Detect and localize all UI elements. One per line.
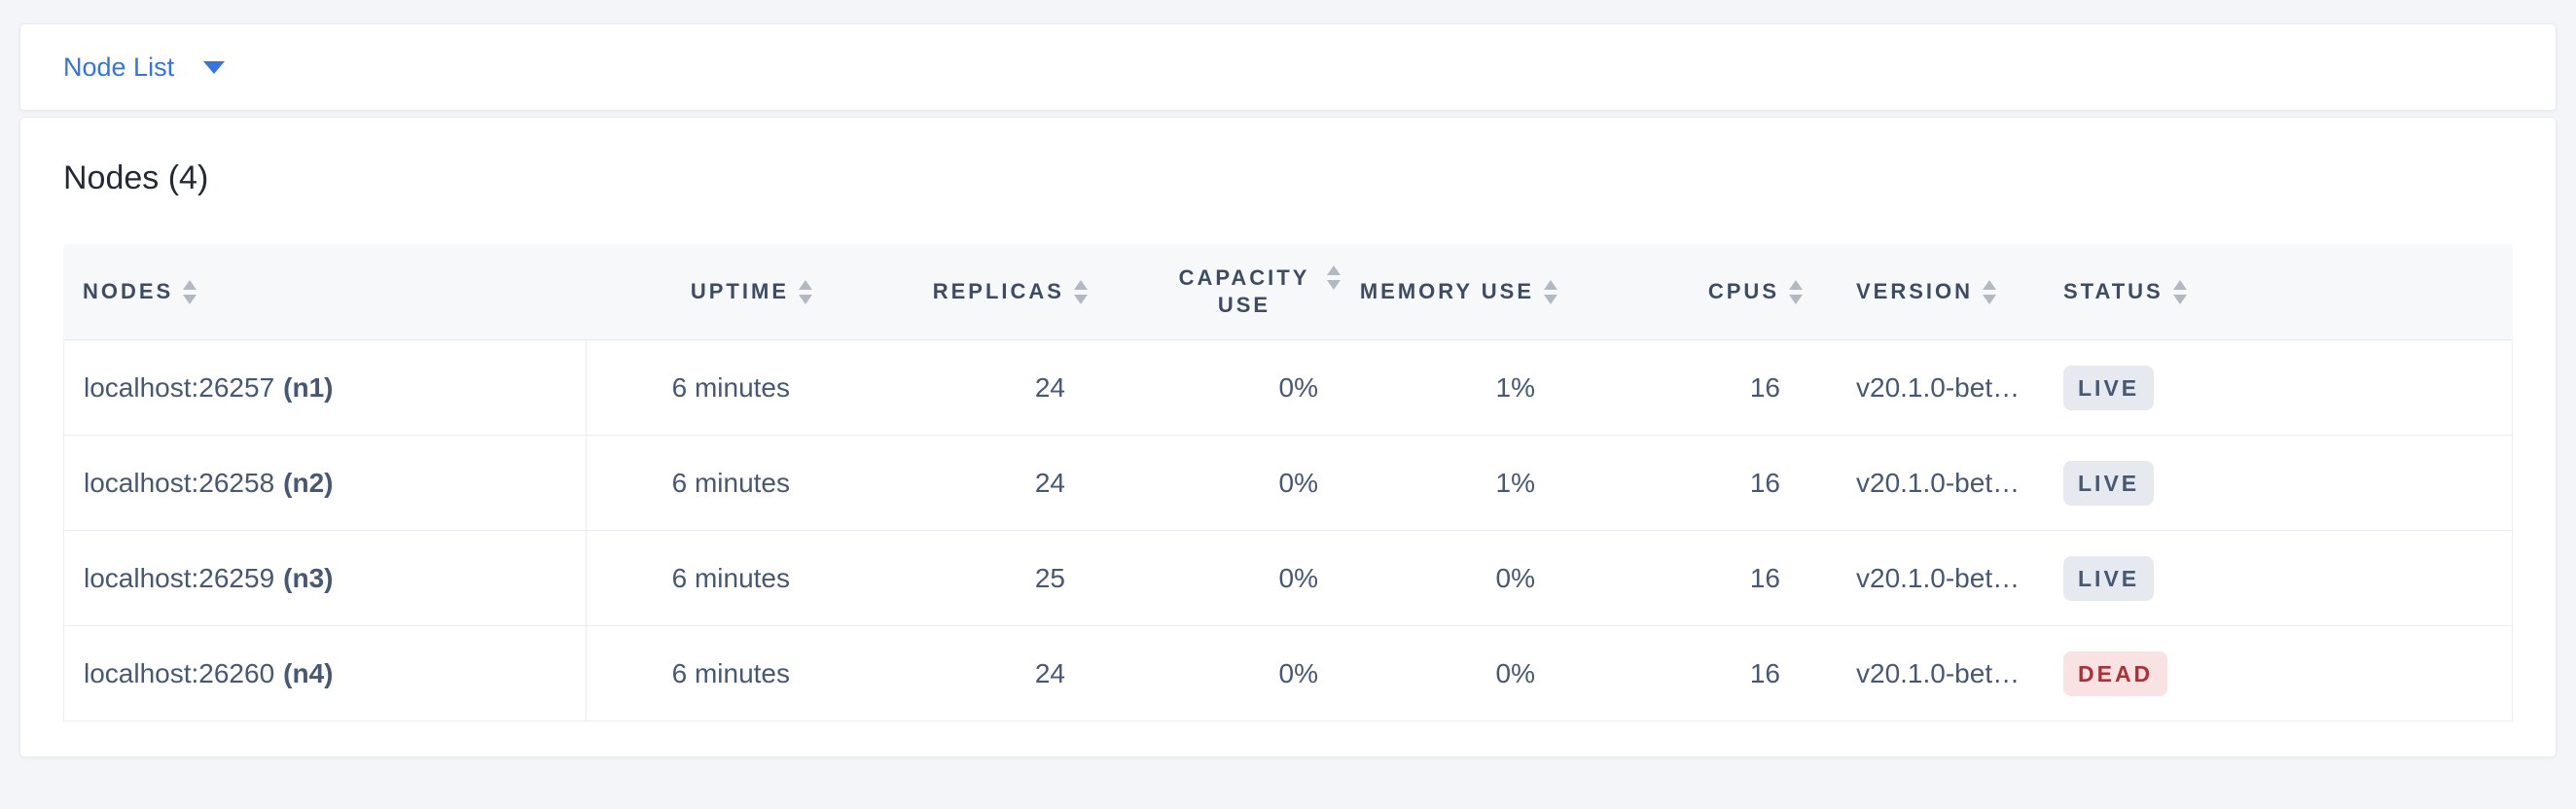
page-title: Nodes (4) [63, 159, 209, 196]
cell-memory-use: 1% [1341, 436, 1557, 531]
cell-cpus: 16 [1557, 436, 1803, 531]
cell-memory-use: 0% [1341, 531, 1557, 626]
cell-node-name: localhost:26258 (n2) [63, 436, 587, 531]
column-header-cpus[interactable]: CPUS [1557, 244, 1803, 340]
cell-status: LIVE [2036, 436, 2513, 531]
cell-capacity-use: 0% [1088, 626, 1341, 721]
cell-cpus: 16 [1557, 531, 1803, 626]
sort-icon [1327, 265, 1341, 290]
cell-replicas: 25 [812, 531, 1088, 626]
cell-replicas: 24 [812, 626, 1088, 721]
cell-version: v20.1.0-bet… [1803, 340, 2036, 436]
cell-version: v20.1.0-bet… [1803, 436, 2036, 531]
cell-memory-use: 1% [1341, 340, 1557, 436]
sort-icon [1789, 279, 1803, 304]
cell-capacity-use: 0% [1088, 531, 1341, 626]
node-list-dropdown[interactable]: Node List [63, 52, 226, 83]
sort-icon [799, 279, 812, 304]
cell-version: v20.1.0-bet… [1803, 626, 2036, 721]
sort-icon [183, 279, 197, 304]
node-link[interactable]: localhost:26260 (n4) [84, 657, 334, 688]
cell-uptime: 6 minutes [587, 436, 812, 531]
column-header-replicas[interactable]: REPLICAS [812, 244, 1088, 340]
cell-status: LIVE [2036, 531, 2513, 626]
sort-icon [1074, 279, 1088, 304]
table-row: localhost:26258 (n2) 6 minutes 24 0% 1% 1… [63, 436, 2513, 531]
node-link[interactable]: localhost:26258 (n2) [84, 467, 334, 498]
column-header-memory-use[interactable]: MEMORY USE [1341, 244, 1557, 340]
column-header-uptime[interactable]: UPTIME [587, 244, 812, 340]
cluster-overview-page: Node List Nodes (4) NODES [0, 23, 2576, 809]
cell-replicas: 24 [812, 436, 1088, 531]
table-row: localhost:26260 (n4) 6 minutes 24 0% 0% 1… [63, 626, 2513, 721]
cell-replicas: 24 [812, 340, 1088, 436]
node-list-dropdown-label: Node List [63, 52, 175, 82]
cell-node-name: localhost:26259 (n3) [63, 531, 587, 626]
sort-icon [2172, 279, 2187, 304]
cell-node-name: localhost:26260 (n4) [63, 626, 587, 721]
cell-status: LIVE [2036, 340, 2513, 436]
status-badge: LIVE [2063, 555, 2155, 601]
status-badge: LIVE [2063, 460, 2155, 506]
cell-uptime: 6 minutes [587, 340, 812, 436]
table-row: localhost:26259 (n3) 6 minutes 25 0% 0% 1… [63, 531, 2513, 626]
nodes-panel: Nodes (4) NODES UPTIME [19, 117, 2557, 757]
caret-down-icon [203, 60, 226, 74]
node-link[interactable]: localhost:26257 (n1) [84, 371, 334, 403]
cell-capacity-use: 0% [1088, 436, 1341, 531]
cell-memory-use: 0% [1341, 626, 1557, 721]
cell-cpus: 16 [1557, 340, 1803, 436]
table-header-row: NODES UPTIME REPLICAS [63, 244, 2513, 340]
cell-status: DEAD [2036, 626, 2513, 721]
cell-cpus: 16 [1557, 626, 1803, 721]
cell-uptime: 6 minutes [587, 626, 812, 721]
node-link[interactable]: localhost:26259 (n3) [84, 562, 334, 593]
sort-icon [1544, 279, 1557, 304]
cell-uptime: 6 minutes [587, 531, 812, 626]
column-header-status[interactable]: STATUS [2036, 244, 2513, 340]
status-badge: DEAD [2063, 651, 2168, 696]
column-header-nodes[interactable]: NODES [63, 244, 587, 340]
table-row: localhost:26257 (n1) 6 minutes 24 0% 1% 1… [63, 340, 2513, 436]
column-header-version[interactable]: VERSION [1803, 244, 2036, 340]
cell-capacity-use: 0% [1088, 340, 1341, 436]
cell-node-name: localhost:26257 (n1) [63, 340, 587, 436]
column-header-capacity-use[interactable]: CAPACITY USE [1088, 244, 1341, 340]
status-badge: LIVE [2063, 365, 2155, 410]
view-selector-bar: Node List [19, 23, 2557, 111]
nodes-table: NODES UPTIME REPLICAS [63, 244, 2513, 721]
sort-icon [1983, 279, 1997, 304]
cell-version: v20.1.0-bet… [1803, 531, 2036, 626]
